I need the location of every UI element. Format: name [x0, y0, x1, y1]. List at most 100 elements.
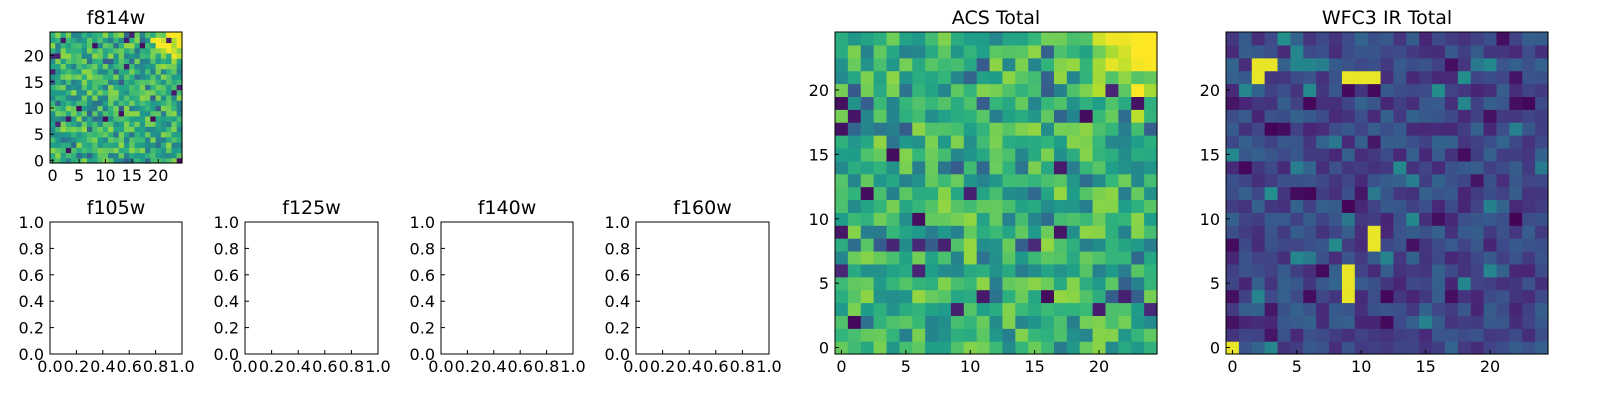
heatmap-cell [1329, 212, 1343, 226]
heatmap-cell [1329, 70, 1343, 85]
heatmap-cell [145, 131, 151, 138]
heatmap-cell [102, 126, 109, 133]
heatmap-cell [1483, 302, 1498, 316]
heatmap-cell [60, 105, 67, 112]
heatmap-cell [145, 152, 151, 159]
heatmap-cell [1092, 147, 1107, 162]
heatmap-cell [950, 315, 965, 329]
heatmap-cell [899, 96, 913, 110]
heatmap-cell [160, 94, 167, 101]
heatmap-cell [1483, 315, 1498, 329]
heatmap-cell [989, 289, 1004, 304]
heatmap-cell [912, 289, 926, 304]
heatmap-cell [950, 147, 965, 162]
heatmap-cell [92, 89, 99, 96]
heatmap-cell [1238, 225, 1253, 239]
heatmap-cell [873, 212, 888, 226]
heatmap-cell [81, 115, 88, 122]
heatmap-cell [166, 105, 173, 112]
heatmap-cell [1118, 122, 1132, 136]
heatmap-cell [1092, 302, 1107, 316]
heatmap-cell [1079, 212, 1094, 226]
heatmap-cell [102, 89, 109, 96]
heatmap-cell [176, 89, 183, 96]
heatmap-cell [171, 94, 178, 101]
heatmap-cell [899, 225, 913, 239]
heatmap-cell [860, 341, 875, 355]
heatmap-cell [1105, 315, 1119, 329]
heatmap-cell [847, 96, 862, 110]
heatmap-cell [166, 89, 173, 96]
heatmap-cell [97, 147, 104, 154]
heatmap-cell [1354, 147, 1369, 162]
heatmap-cell [860, 212, 875, 226]
heatmap-cell [1522, 122, 1536, 136]
heatmap-cell [55, 147, 62, 154]
heatmap-cell [1419, 250, 1433, 265]
heatmap-cell [92, 47, 99, 54]
heatmap-cell [1444, 263, 1459, 278]
x-tick-label: 0.4 [285, 357, 310, 376]
heatmap-cell [1002, 212, 1016, 226]
heatmap-cell [50, 152, 56, 159]
heatmap-cell [1092, 186, 1107, 201]
heatmap-cell [108, 147, 114, 154]
heatmap-cell [71, 42, 77, 49]
heatmap-cell [1079, 225, 1094, 239]
heatmap-cell [1496, 199, 1510, 213]
heatmap-cell [1002, 315, 1016, 329]
heatmap-cell [1496, 225, 1510, 239]
heatmap-cell [166, 84, 173, 91]
heatmap-cell [1303, 212, 1317, 226]
heatmap-cell [1053, 44, 1068, 59]
heatmap-cell [176, 136, 183, 143]
heatmap-cell [1144, 160, 1158, 175]
heatmap-cell [1522, 70, 1536, 85]
heatmap-cell [1290, 135, 1304, 149]
heatmap-cell [150, 63, 157, 70]
heatmap-cell [847, 135, 862, 149]
heatmap-cell [963, 147, 978, 162]
heatmap-cell [1341, 238, 1356, 252]
x-tick-label: 10 [960, 357, 980, 376]
heatmap-cell [1380, 238, 1395, 252]
heatmap-cell [1303, 109, 1317, 123]
panel-title: f814w [87, 7, 146, 29]
heatmap-cell [60, 73, 67, 80]
heatmap-cell [912, 315, 926, 329]
heatmap-cell [1277, 160, 1291, 175]
heatmap-cell [1092, 160, 1107, 175]
heatmap-cell [123, 47, 130, 54]
heatmap-cell [1015, 32, 1029, 46]
heatmap-cell [1144, 122, 1158, 136]
heatmap-cell [1041, 263, 1055, 278]
heatmap-cell [171, 58, 178, 65]
heatmap-cell [1535, 186, 1549, 201]
heatmap-cell [1118, 225, 1132, 239]
heatmap-cell [81, 79, 88, 85]
heatmap-cell [925, 238, 939, 252]
heatmap-cell [55, 47, 62, 54]
heatmap-cell [1303, 160, 1317, 175]
heatmap-cell [1483, 96, 1498, 110]
heatmap-cell [71, 136, 77, 143]
heatmap-cell [1002, 199, 1016, 213]
heatmap-cell [1002, 96, 1016, 110]
heatmap-cell [1131, 315, 1145, 329]
heatmap-cell [118, 42, 125, 49]
heatmap-cell [139, 79, 146, 85]
heatmap-cell [873, 238, 888, 252]
heatmap-cell [1226, 135, 1240, 149]
heatmap-cell [55, 84, 62, 91]
heatmap-cell [899, 341, 913, 355]
y-tick-label: 15 [809, 145, 829, 164]
heatmap-cell [1432, 160, 1446, 175]
heatmap-cell [1264, 302, 1279, 316]
heatmap-cell [160, 68, 167, 75]
heatmap-cell [1444, 199, 1459, 213]
heatmap-cell [963, 225, 978, 239]
heatmap-cell [102, 58, 109, 65]
heatmap-cell [1432, 32, 1446, 46]
x-tick-label: 1.0 [365, 357, 390, 376]
heatmap-cell [1380, 315, 1395, 329]
